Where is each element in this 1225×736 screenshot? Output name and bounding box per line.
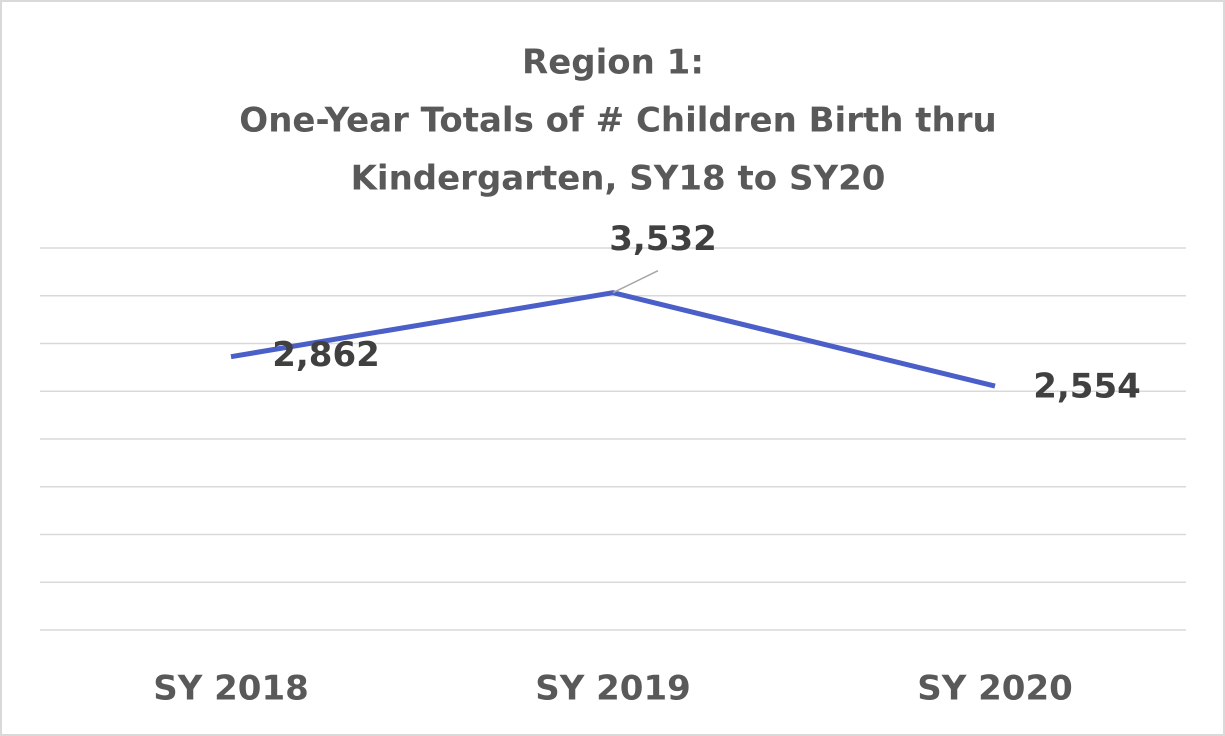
- x-tick-label: SY 2019: [535, 669, 691, 709]
- x-tick-label: SY 2020: [917, 669, 1073, 709]
- chart-title: Region 1:: [522, 43, 704, 83]
- data-label: 3,532: [609, 219, 717, 259]
- leader-line: [612, 270, 659, 294]
- chart-title: Kindergarten, SY18 to SY20: [351, 159, 886, 199]
- data-label: 2,862: [272, 335, 380, 375]
- x-tick-label: SY 2018: [153, 669, 309, 709]
- chart-title: One-Year Totals of # Children Birth thru: [239, 101, 996, 141]
- data-label: 2,554: [1033, 367, 1141, 407]
